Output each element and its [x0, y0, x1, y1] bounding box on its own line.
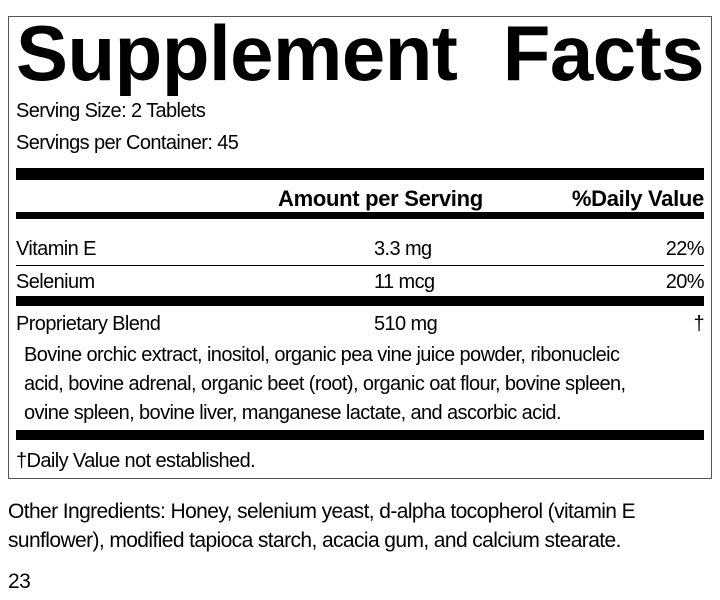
page-number: 23	[8, 570, 31, 593]
panel-title: Supplement Facts	[16, 9, 705, 97]
footnote: †Daily Value not established.	[16, 450, 256, 472]
row-dv: †	[693, 313, 704, 335]
row-name: Proprietary Blend	[16, 313, 161, 335]
divider-thick	[16, 296, 704, 306]
other-ingredients-line: Other Ingredients: Honey, selenium yeast…	[8, 500, 636, 523]
divider-thin	[16, 265, 704, 266]
serving-size: Serving Size: 2 Tablets	[16, 100, 206, 122]
supplement-facts-panel	[8, 16, 712, 479]
blend-ingredients-line: Bovine orchic extract, inositol, organic…	[24, 344, 620, 366]
row-name: Selenium	[16, 271, 95, 293]
servings-per-container: Servings per Container: 45	[16, 132, 239, 154]
blend-ingredients-line: ovine spleen, bovine liver, manganese la…	[24, 402, 562, 424]
header-daily-value: %Daily Value	[571, 186, 704, 211]
row-amount: 510 mg	[374, 313, 438, 335]
row-name: Vitamin E	[16, 238, 96, 260]
title-word-2: Facts	[502, 9, 705, 97]
blend-ingredients-line: acid, bovine adrenal, organic beet (root…	[24, 373, 626, 395]
divider-thick	[16, 168, 704, 180]
row-amount: 3.3 mg	[374, 238, 432, 260]
title-word-1: Supplement	[16, 9, 458, 97]
other-ingredients-line: sunflower), modified tapioca starch, aca…	[8, 529, 621, 552]
divider-medium	[16, 212, 704, 219]
row-dv: 20%	[665, 271, 705, 293]
row-amount: 11 mcg	[374, 271, 435, 293]
divider-thick	[16, 430, 704, 440]
header-amount: Amount per Serving	[278, 186, 483, 211]
row-dv: 22%	[665, 238, 705, 260]
